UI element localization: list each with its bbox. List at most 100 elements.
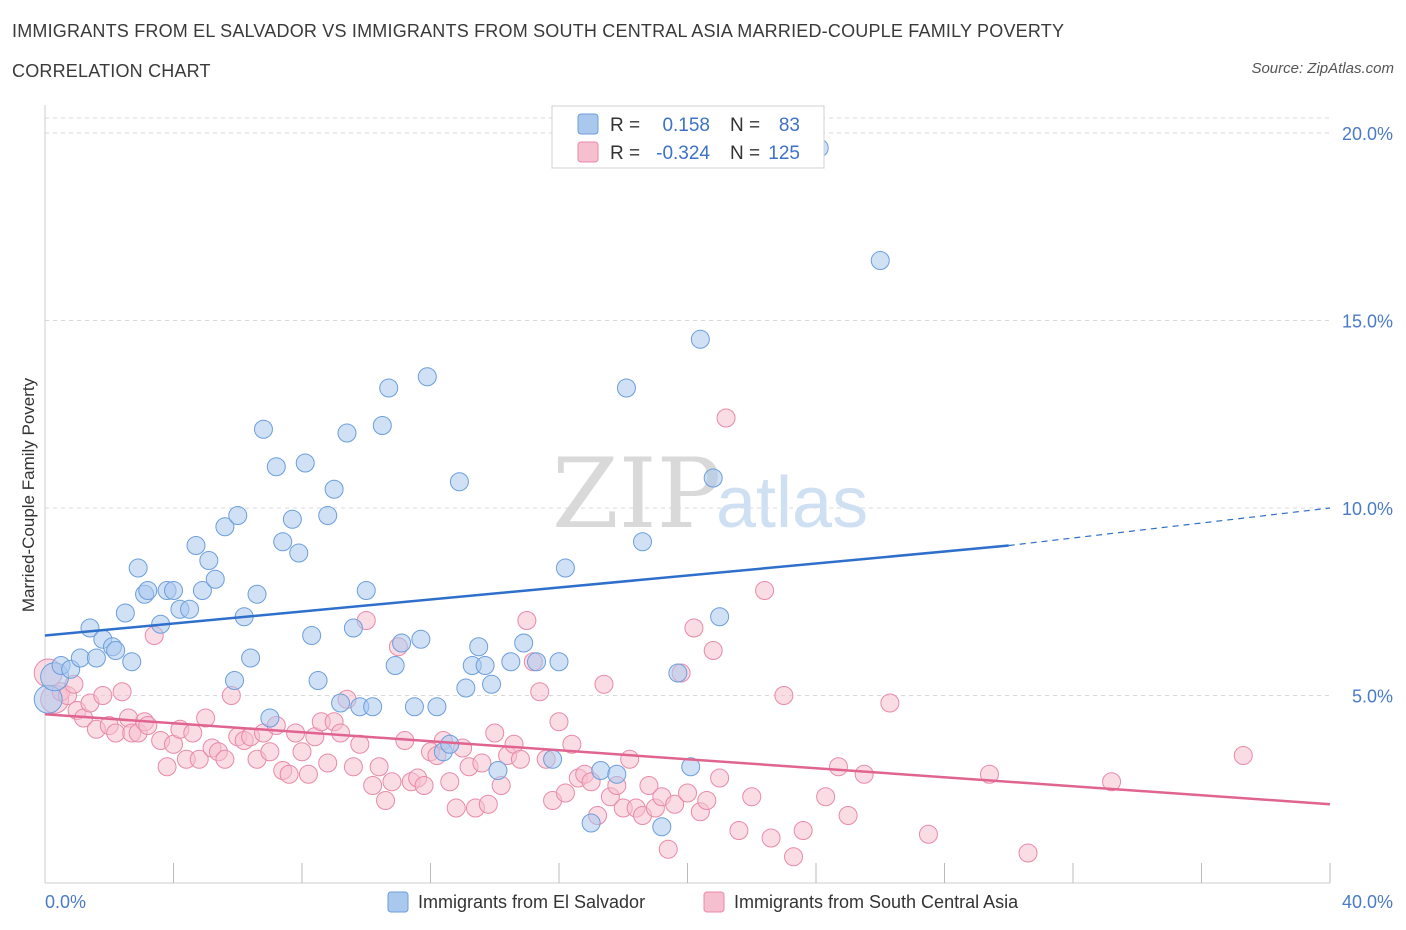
- el-salvador-point-17: [164, 581, 183, 600]
- south-central-asia-point-108: [729, 821, 749, 840]
- el-salvador-point-12: [128, 558, 148, 578]
- el-salvador-point-73: [616, 378, 636, 398]
- legend-r-value-1: 0.158: [662, 115, 710, 136]
- el-salvador-point-75: [652, 817, 672, 837]
- el-salvador-point-30: [253, 419, 273, 439]
- el-salvador-point-31: [260, 708, 280, 728]
- legend-r-label-2: R =: [610, 143, 640, 164]
- y-axis-label: Married-Couple Family Poverty: [19, 377, 38, 612]
- source-label: Source: ZipAtlas.com: [1251, 60, 1394, 77]
- y-tick-label-1: 10.0%: [1342, 499, 1393, 519]
- south-central-asia-point-104: [697, 791, 717, 810]
- el-salvador-point-32: [266, 457, 286, 477]
- el-salvador-point-26: [228, 506, 248, 525]
- el-salvador-point-61: [475, 656, 495, 675]
- el-salvador-point-14: [138, 581, 158, 600]
- el-salvador-point-62: [482, 674, 502, 694]
- el-salvador-point-60: [469, 637, 489, 657]
- el-salvador-point-11: [122, 652, 142, 672]
- trendline-south-central-asia: [44, 713, 1331, 806]
- el-salvador-point-52: [411, 629, 431, 649]
- legend-r-label-1: R =: [610, 115, 640, 136]
- el-salvador-point-46: [363, 697, 383, 717]
- y-tick-label-3: 20.0%: [1342, 124, 1393, 144]
- south-central-asia-point-105: [703, 641, 723, 660]
- el-salvador-point-71: [591, 761, 611, 780]
- legend-box: R = 0.158 N = 83 R = -0.324 N = 125: [551, 105, 825, 169]
- el-salvador-point-33: [273, 532, 293, 552]
- axes: [44, 105, 1331, 884]
- south-central-asia-point-109: [742, 787, 762, 807]
- el-salvador-point-74: [633, 532, 653, 552]
- south-central-asia-point-110: [755, 581, 775, 600]
- trendlines: [44, 507, 1331, 806]
- south-central-asia-point-24: [183, 723, 203, 743]
- x-tick-label-max: 40.0%: [1342, 892, 1393, 912]
- el-salvador-point-76: [668, 663, 688, 683]
- south-central-asia-point-92: [620, 749, 640, 769]
- south-central-asia-point-12: [112, 682, 132, 702]
- south-central-asia-point-117: [838, 806, 858, 825]
- bottom-legend-label-2: Immigrants from South Central Asia: [734, 892, 1019, 912]
- watermark-atlas: atlas: [716, 463, 868, 543]
- el-salvador-point-20: [186, 536, 206, 555]
- south-central-asia-point-69: [472, 753, 492, 773]
- south-central-asia-point-101: [678, 783, 697, 803]
- points-series-el-salvador: [33, 138, 890, 837]
- south-central-asia-point-49: [343, 757, 363, 777]
- south-central-asia-point-82: [555, 783, 575, 803]
- el-salvador-point-37: [302, 626, 322, 645]
- south-central-asia-point-36: [260, 742, 280, 762]
- legend-n-value-1: 83: [779, 115, 800, 136]
- el-salvador-point-22: [199, 551, 219, 570]
- el-salvador-point-10: [115, 603, 135, 623]
- south-central-asia-point-116: [828, 757, 848, 777]
- el-salvador-point-39: [318, 506, 338, 525]
- el-salvador-point-34: [282, 509, 302, 529]
- el-salvador-point-35: [289, 543, 309, 563]
- el-salvador-point-42: [337, 423, 357, 443]
- south-central-asia-point-25: [189, 749, 209, 769]
- south-central-asia-point-41: [292, 742, 312, 762]
- south-central-asia-point-71: [485, 723, 505, 743]
- el-salvador-point-63: [488, 761, 508, 780]
- el-salvador-point-25: [225, 671, 245, 690]
- trendline-el-salvador: [44, 544, 1009, 637]
- south-central-asia-point-39: [279, 764, 299, 784]
- el-salvador-point-45: [356, 581, 376, 600]
- south-central-asia-point-52: [363, 776, 383, 795]
- el-salvador-point-68: [549, 652, 569, 672]
- el-salvador-point-50: [392, 633, 412, 653]
- south-central-asia-point-106: [710, 768, 730, 788]
- south-central-asia-point-99: [665, 794, 685, 814]
- south-central-asia-point-114: [793, 821, 813, 840]
- bottom-legend-swatch-blue: [387, 891, 409, 913]
- el-salvador-point-80: [710, 607, 730, 627]
- el-salvador-point-72: [607, 764, 627, 784]
- el-salvador-point-29: [247, 584, 267, 604]
- south-central-asia-point-122: [1018, 843, 1038, 863]
- south-central-asia-point-119: [880, 693, 900, 713]
- south-central-asia-point-88: [594, 674, 614, 694]
- south-central-asia-point-123: [1102, 772, 1122, 792]
- south-central-asia-point-120: [918, 824, 938, 844]
- legend-swatch-pink: [577, 141, 599, 163]
- south-central-asia-point-102: [684, 618, 704, 638]
- el-salvador-point-36: [295, 453, 315, 473]
- el-salvador-point-6: [86, 648, 106, 668]
- el-salvador-point-69: [555, 558, 575, 578]
- south-central-asia-point-11: [106, 723, 126, 743]
- el-salvador-point-65: [514, 633, 534, 653]
- el-salvador-point-67: [543, 749, 563, 769]
- south-central-asia-point-107: [716, 408, 736, 428]
- el-salvador-point-41: [331, 693, 351, 713]
- bottom-legend-label-1: Immigrants from El Salvador: [418, 892, 645, 912]
- watermark-zip: ZIP: [552, 438, 721, 550]
- el-salvador-point-48: [379, 378, 399, 398]
- gridlines: [45, 117, 1330, 696]
- el-salvador-point-66: [527, 652, 547, 672]
- el-salvador-point-9: [106, 641, 126, 660]
- legend-n-label-2: N =: [730, 143, 760, 164]
- x-tick-label-min: 0.0%: [45, 892, 86, 912]
- el-salvador-point-70: [581, 813, 601, 833]
